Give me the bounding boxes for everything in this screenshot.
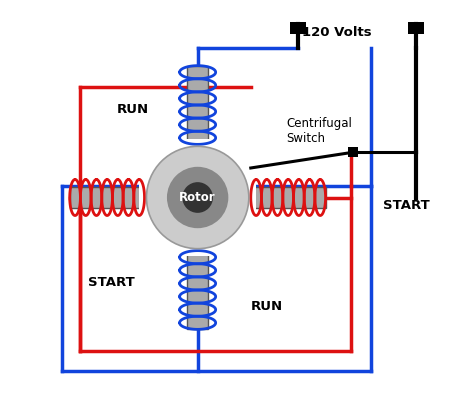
Bar — [187, 66, 208, 144]
Bar — [348, 147, 358, 157]
Bar — [251, 187, 326, 208]
Bar — [408, 23, 424, 34]
Bar — [70, 187, 145, 208]
Text: START: START — [383, 199, 429, 212]
Text: 120 Volts: 120 Volts — [302, 26, 372, 39]
Text: Centrifugal
Switch: Centrifugal Switch — [286, 117, 352, 145]
Bar — [290, 23, 306, 34]
Text: START: START — [88, 276, 135, 289]
Circle shape — [146, 146, 249, 249]
Circle shape — [167, 167, 228, 228]
Text: RUN: RUN — [251, 300, 283, 313]
Text: Rotor: Rotor — [179, 191, 216, 204]
Bar — [187, 251, 208, 329]
Text: RUN: RUN — [117, 103, 149, 116]
Bar — [139, 139, 256, 256]
Circle shape — [182, 182, 213, 213]
